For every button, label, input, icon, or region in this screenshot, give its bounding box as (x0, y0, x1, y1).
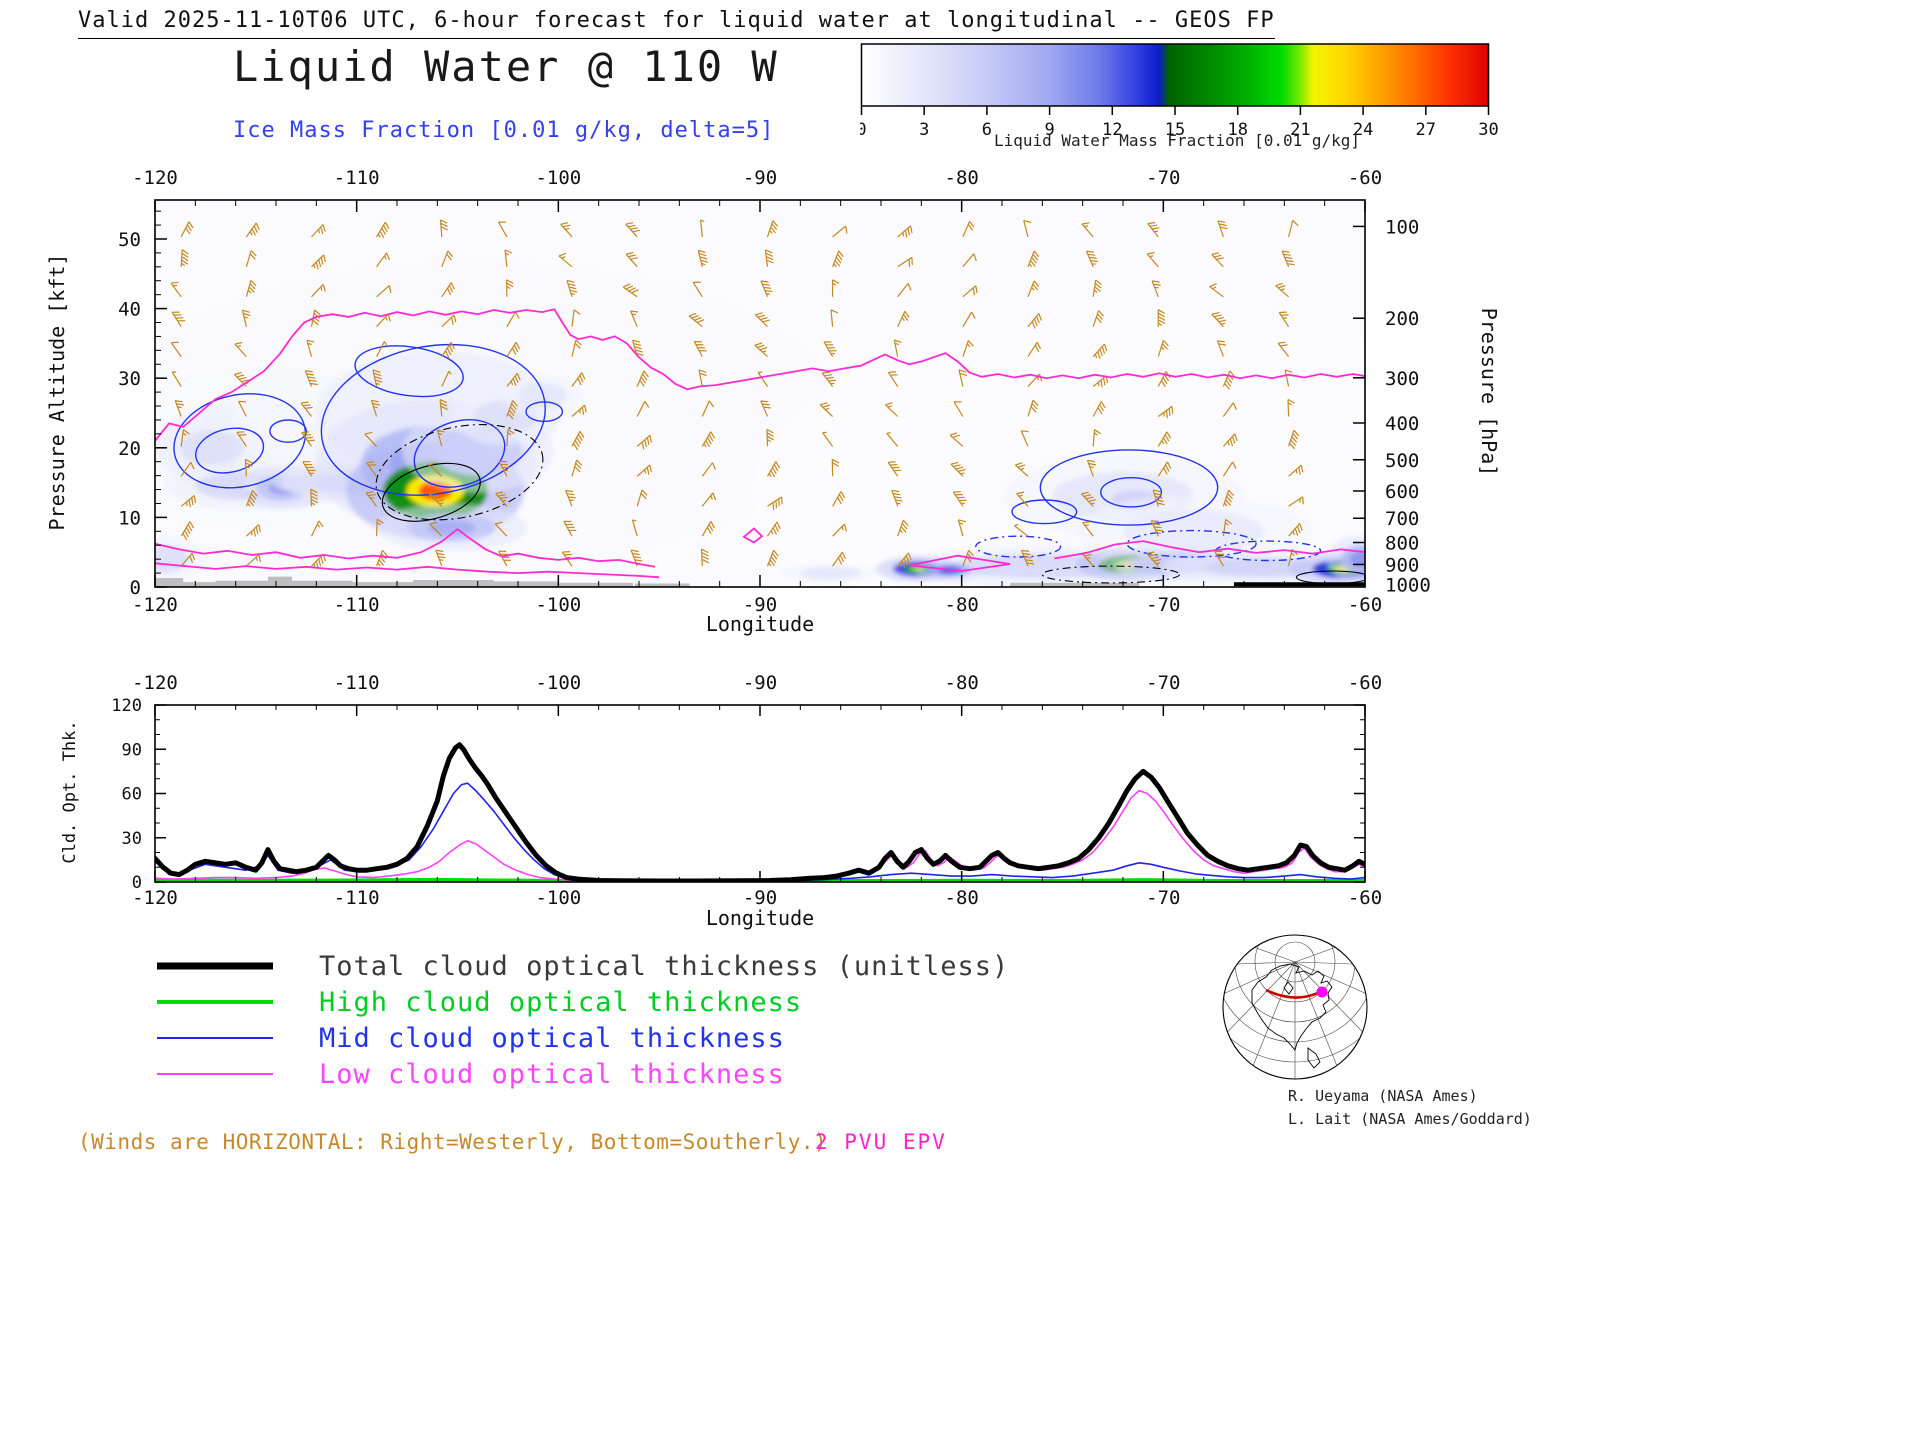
svg-text:200: 200 (1385, 308, 1419, 330)
svg-text:6: 6 (982, 120, 992, 140)
svg-text:-100: -100 (535, 167, 581, 189)
svg-text:-70: -70 (1146, 887, 1180, 909)
svg-text:12: 12 (1102, 120, 1122, 140)
svg-text:-70: -70 (1146, 594, 1180, 616)
svg-text:24: 24 (1353, 120, 1373, 140)
svg-text:-80: -80 (945, 887, 979, 909)
svg-text:-90: -90 (743, 594, 777, 616)
page-title: Liquid Water @ 110 W (233, 42, 779, 91)
svg-text:-80: -80 (945, 167, 979, 189)
svg-text:-120: -120 (132, 167, 178, 189)
legend-label-high: High cloud optical thickness (319, 986, 803, 1018)
svg-text:30: 30 (1478, 120, 1498, 140)
svg-text:3: 3 (919, 120, 929, 140)
svg-text:-70: -70 (1146, 672, 1180, 694)
svg-text:50: 50 (118, 229, 141, 251)
colorbar-label: Liquid Water Mass Fraction [0.01 g/kg] (993, 131, 1361, 150)
svg-text:0: 0 (132, 873, 142, 893)
svg-text:100: 100 (1385, 216, 1419, 238)
svg-text:10: 10 (118, 507, 141, 529)
legend-swatch-total-icon (157, 962, 273, 970)
svg-text:9: 9 (1044, 120, 1054, 140)
svg-text:-110: -110 (334, 594, 380, 616)
svg-text:15: 15 (1165, 120, 1185, 140)
svg-text:18: 18 (1227, 120, 1247, 140)
svg-text:700: 700 (1385, 508, 1419, 530)
svg-text:30: 30 (122, 829, 142, 849)
svg-text:-70: -70 (1146, 167, 1180, 189)
svg-text:-80: -80 (945, 594, 979, 616)
svg-text:-90: -90 (743, 887, 777, 909)
svg-text:-60: -60 (1348, 887, 1382, 909)
svg-text:30: 30 (118, 368, 141, 390)
svg-text:-100: -100 (535, 672, 581, 694)
valid-time-header: Valid 2025-11-10T06 UTC, 6-hour forecast… (78, 8, 1275, 39)
legend-swatch-mid-icon (157, 1037, 273, 1039)
legend-label-low: Low cloud optical thickness (319, 1058, 785, 1090)
svg-text:-120: -120 (132, 887, 178, 909)
ice-mass-subtitle: Ice Mass Fraction [0.01 g/kg, delta=5] (233, 118, 775, 143)
legend: Total cloud optical thickness (unitless)… (155, 948, 1009, 1092)
x-axis-label-main: Longitude (705, 612, 815, 636)
legend-swatch-high-icon (157, 1000, 273, 1004)
colorbar: 0 3 6 9 12 15 18 21 24 27 30 (860, 43, 1499, 140)
svg-text:21: 21 (1290, 120, 1310, 140)
svg-text:-120: -120 (132, 672, 178, 694)
svg-text:400: 400 (1385, 413, 1419, 435)
credit-line-2: L. Lait (NASA Ames/Goddard) (1288, 1110, 1532, 1128)
legend-label-total: Total cloud optical thickness (unitless) (319, 950, 1010, 982)
svg-text:20: 20 (118, 438, 141, 460)
svg-text:800: 800 (1385, 533, 1419, 555)
svg-text:0: 0 (130, 577, 141, 599)
y-axis-label-kft: Pressure Altitude [kft] (45, 253, 69, 531)
svg-text:-120: -120 (132, 594, 178, 616)
svg-text:600: 600 (1385, 481, 1419, 503)
legend-row-mid: Mid cloud optical thickness (155, 1020, 1009, 1056)
legend-row-high: High cloud optical thickness (155, 984, 1009, 1020)
y-axis-label-hpa: Pressure [hPa] (1477, 307, 1501, 477)
x-axis-label-cot: Longitude (705, 906, 815, 930)
y-axis-label-cot: Cld. Opt. Thk. (60, 720, 80, 864)
legend-row-low: Low cloud optical thickness (155, 1056, 1009, 1092)
svg-text:90: 90 (122, 740, 142, 760)
svg-text:1000: 1000 (1385, 574, 1431, 596)
optical-thickness-plot: -120 -120 -110 -110 -100 -100 -90 -90 -80 -80 -70 -… (111, 672, 1382, 909)
credits: R. Ueyama (NASA Ames) L. Lait (NASA Ames… (1288, 1085, 1532, 1131)
epv-label: 2 PVU EPV (815, 1130, 947, 1154)
svg-text:0: 0 (860, 120, 867, 140)
svg-text:300: 300 (1385, 368, 1419, 390)
svg-text:-60: -60 (1348, 594, 1382, 616)
svg-text:-110: -110 (334, 887, 380, 909)
svg-text:40: 40 (118, 299, 141, 321)
svg-text:120: 120 (111, 696, 142, 716)
svg-text:-90: -90 (743, 167, 777, 189)
legend-swatch-low-icon (157, 1073, 273, 1075)
legend-label-mid: Mid cloud optical thickness (319, 1022, 785, 1054)
cross-section-plot: -120 -120 -110 -110 -100 -100 -90 -90 -80 -80 -70 -… (118, 167, 1431, 616)
location-globe-map (1222, 934, 1368, 1080)
svg-text:-110: -110 (334, 672, 380, 694)
svg-text:-60: -60 (1348, 672, 1382, 694)
svg-text:-90: -90 (743, 672, 777, 694)
legend-row-total: Total cloud optical thickness (unitless) (155, 948, 1009, 984)
svg-text:-60: -60 (1348, 167, 1382, 189)
svg-text:-110: -110 (334, 167, 380, 189)
svg-text:500: 500 (1385, 450, 1419, 472)
svg-text:-80: -80 (945, 672, 979, 694)
svg-text:-100: -100 (535, 594, 581, 616)
credit-line-1: R. Ueyama (NASA Ames) (1288, 1087, 1478, 1105)
winds-note: (Winds are HORIZONTAL: Right=Westerly, B… (78, 1130, 828, 1154)
svg-text:-100: -100 (535, 887, 581, 909)
svg-text:60: 60 (122, 785, 142, 805)
svg-text:27: 27 (1416, 120, 1436, 140)
svg-text:900: 900 (1385, 554, 1419, 576)
